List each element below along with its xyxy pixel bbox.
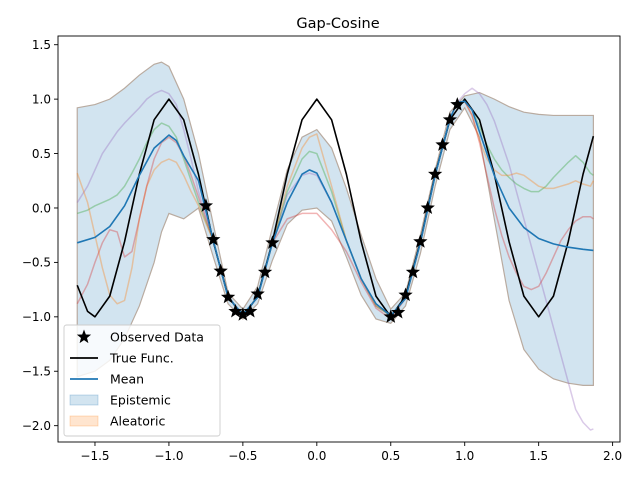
legend-label: True Func. [109,351,174,366]
observed-data-point [220,289,236,304]
y-axis: 1.5 1.0 0.5 0.0 −0.5 −1.0 −1.5 −2.0 [22,38,58,433]
observed-data-point [235,307,250,321]
x-tick-label: 0.5 [381,449,400,463]
true-function-line [76,98,595,318]
observed-data-point [206,232,221,246]
x-tick-label: −1.5 [80,449,109,463]
observed-data-point [265,235,280,249]
sample-line-4 [76,100,594,320]
x-tick-label: −0.5 [228,449,257,463]
y-tick-label: −2.0 [22,419,51,433]
y-tick-label: −1.0 [22,310,51,324]
observed-data-point [450,97,465,111]
legend-star-icon [76,329,92,344]
legend-patch-swatch [69,415,99,427]
axes-frame [57,35,621,443]
y-tick-label: 0.5 [32,147,51,161]
x-tick-label: 0.0 [307,449,326,463]
observed-data-point [398,287,413,302]
legend-patch-swatch [69,394,99,406]
epistemic-band [76,61,594,386]
legend-label: Observed Data [110,330,204,345]
y-tick-label: 1.0 [32,92,51,106]
observed-data-point [228,303,243,318]
x-tick-label: 1.0 [455,449,474,463]
y-tick-label: 1.5 [32,38,51,52]
observed-data-point [413,234,428,248]
observed-data-point [435,137,450,151]
observed-data-point [442,112,458,126]
chart-title: Gap-Cosine [296,16,379,32]
legend: Observed Data True Func. Mean Epistemic Alea… [63,324,221,437]
x-tick-label: 2.0 [603,449,622,463]
observed-data-point [213,263,228,278]
y-tick-label: −0.5 [22,256,51,270]
observed-data-point [420,200,435,215]
observed-data-point [428,166,443,181]
legend-label: Mean [110,372,144,387]
x-tick-label: 1.5 [529,449,548,463]
legend-label: Aleatoric [110,414,166,429]
observed-data-point [243,303,258,318]
x-axis: −1.5 −1.0 −0.5 0.0 0.5 1.0 1.5 2.0 [80,442,622,463]
observed-data-point [383,309,398,323]
y-tick-label: 0.0 [32,201,51,215]
legend-box [63,324,221,437]
observed-data-point [391,304,406,319]
observed-data-point [405,264,421,279]
mean-line [76,100,594,317]
observed-data-point [198,198,214,212]
observed-data-point [257,264,273,279]
x-tick-label: −1.0 [154,449,183,463]
y-tick-label: −1.5 [22,365,51,379]
legend-label: Epistemic [110,393,171,408]
observed-data-point [250,286,265,301]
